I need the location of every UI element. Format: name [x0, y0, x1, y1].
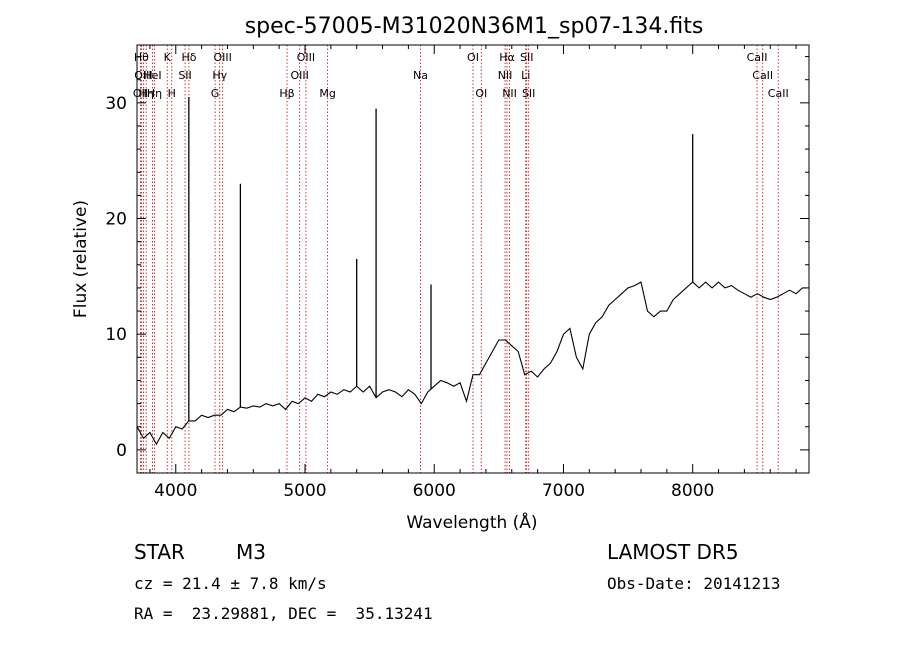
chart-title: spec-57005-M31020N36M1_sp07-134.fits	[245, 14, 704, 39]
x-axis: 4000 5000 6000 7000 8000	[149, 45, 797, 501]
marker-label: Hδ	[181, 51, 196, 64]
x-tick-label: 4000	[154, 481, 197, 501]
marker-label: SII	[522, 87, 535, 100]
marker-label: OI	[475, 87, 487, 100]
x-tick-label: 6000	[413, 481, 456, 501]
marker-label: CaII	[752, 69, 773, 82]
y-tick-label: 0	[116, 441, 127, 461]
subclass: M3	[236, 540, 266, 564]
x-axis-label: Wavelength (Å)	[406, 511, 537, 533]
marker-label: SII	[178, 69, 191, 82]
spectrum-series	[136, 97, 807, 446]
survey-label: LAMOST DR5	[607, 540, 739, 564]
emission-line-markers	[140, 45, 779, 473]
marker-label: NII	[502, 87, 517, 100]
obs-date: Obs-Date: 20141213	[607, 574, 780, 593]
y-tick-label: 30	[105, 94, 127, 114]
object-class: STAR	[134, 540, 185, 564]
plot-frame	[136, 44, 810, 474]
marker-label: Hη	[139, 87, 154, 100]
marker-label: SII	[520, 51, 533, 64]
coordinates: RA = 23.29881, DEC = 35.13241	[134, 604, 433, 623]
redshift-text: cz = 21.4 ± 7.8 km/s	[134, 574, 327, 593]
marker-label: NII	[498, 69, 513, 82]
marker-label: Mg	[319, 87, 335, 100]
marker-label: CaII	[768, 87, 789, 100]
marker-label: H	[168, 87, 176, 100]
spectrum-line	[136, 281, 807, 446]
y-tick-label: 20	[105, 210, 127, 230]
y-axis-label: Flux (relative)	[71, 200, 91, 318]
marker-label: K	[164, 51, 172, 64]
x-tick-label: 5000	[283, 481, 326, 501]
y-tick-label: 10	[105, 325, 127, 345]
marker-label: CaII	[747, 51, 768, 64]
emission-line-labels: OIIHθOIIIHηHeIHηKHSIIHδGHγOIIIHβOIIIOIII…	[133, 51, 789, 100]
marker-label: G	[211, 87, 220, 100]
marker-label: OI	[467, 51, 479, 64]
marker-label: Hα	[499, 51, 515, 64]
marker-label: HeI	[143, 69, 161, 82]
y-axis: 0 10 20 30	[105, 56, 809, 474]
marker-label: OIII	[213, 51, 231, 64]
x-tick-label: 8000	[671, 481, 714, 501]
marker-label: Na	[413, 69, 428, 82]
marker-label: OIII	[297, 51, 315, 64]
x-tick-label: 7000	[542, 481, 585, 501]
marker-label: Hη	[147, 87, 162, 100]
marker-label: Hβ	[279, 87, 294, 100]
marker-label: Hγ	[212, 69, 227, 82]
marker-label: Hθ	[134, 51, 149, 64]
marker-label: OIII	[134, 69, 152, 82]
marker-label: OIII	[291, 69, 309, 82]
marker-label: Li	[521, 69, 530, 82]
